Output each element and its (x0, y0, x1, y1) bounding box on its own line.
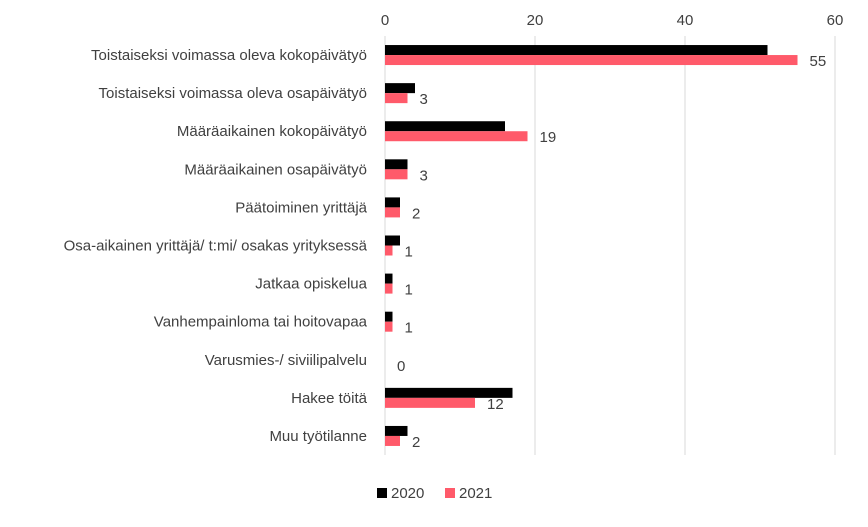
bar-2020 (385, 83, 415, 94)
category-label: Toistaiseksi voimassa oleva osapäivätyö (99, 85, 367, 102)
bar-2020 (385, 425, 408, 436)
data-label: 3 (420, 167, 428, 184)
data-label: 2 (412, 205, 420, 222)
x-tick-label: 20 (527, 12, 544, 29)
x-axis-tick-labels: 0 20 40 60 (381, 12, 844, 29)
category-label: Määräaikainen osapäivätyö (184, 161, 367, 178)
bar-2020 (385, 197, 400, 208)
bar-2021 (385, 245, 393, 256)
bar-2021 (385, 321, 393, 332)
bar-2020 (385, 387, 513, 398)
bar-2021 (385, 93, 408, 104)
x-tick-label: 60 (827, 12, 844, 29)
bar-2021 (385, 55, 798, 66)
data-label: 55 (810, 53, 827, 70)
category-label: Toistaiseksi voimassa oleva kokopäivätyö (91, 47, 367, 64)
x-tick-label: 0 (381, 12, 389, 29)
category-label: Osa-aikainen yrittäjä/ t:mi/ osakas yrit… (64, 238, 368, 255)
bar-2021 (385, 131, 528, 142)
data-label: 19 (540, 129, 557, 146)
legend-swatch-2021 (445, 488, 455, 498)
category-label: Määräaikainen kokopäivätyö (177, 123, 367, 140)
bar-2021 (385, 397, 475, 408)
category-label: Jatkaa opiskelua (255, 276, 367, 293)
data-label: 12 (487, 396, 504, 413)
legend: 2020 2021 (377, 485, 492, 502)
bar-2020 (385, 311, 393, 322)
bar-2020 (385, 273, 393, 284)
bar-2020 (385, 159, 408, 170)
category-label: Muu työtilanne (269, 428, 367, 445)
legend-swatch-2020 (377, 488, 387, 498)
legend-label: 2021 (459, 485, 492, 502)
bar-2020 (385, 235, 400, 246)
bar-2020 (385, 45, 768, 56)
category-label: Päätoiminen yrittäjä (235, 199, 367, 216)
category-label: Varusmies-/ siviilipalvelu (205, 352, 367, 369)
legend-label: 2020 (391, 485, 424, 502)
bar-2020 (385, 121, 505, 132)
category-label: Hakee töitä (291, 390, 368, 407)
bar-2021 (385, 435, 400, 446)
category-labels: Toistaiseksi voimassa oleva kokopäivätyö… (64, 47, 368, 445)
bar-2021 (385, 207, 400, 218)
data-label: 3 (420, 91, 428, 108)
data-label: 1 (405, 320, 413, 337)
x-tick-label: 40 (677, 12, 694, 29)
data-label: 2 (412, 434, 420, 451)
data-labels: 55 3 19 3 2 1 1 1 0 12 2 (397, 53, 826, 451)
bar-2021 (385, 283, 393, 294)
data-label: 0 (397, 358, 405, 375)
bar-2021 (385, 169, 408, 180)
data-label: 1 (405, 244, 413, 261)
data-label: 1 (405, 282, 413, 299)
bars (385, 45, 798, 446)
category-label: Vanhempainloma tai hoitovapaa (154, 314, 368, 331)
